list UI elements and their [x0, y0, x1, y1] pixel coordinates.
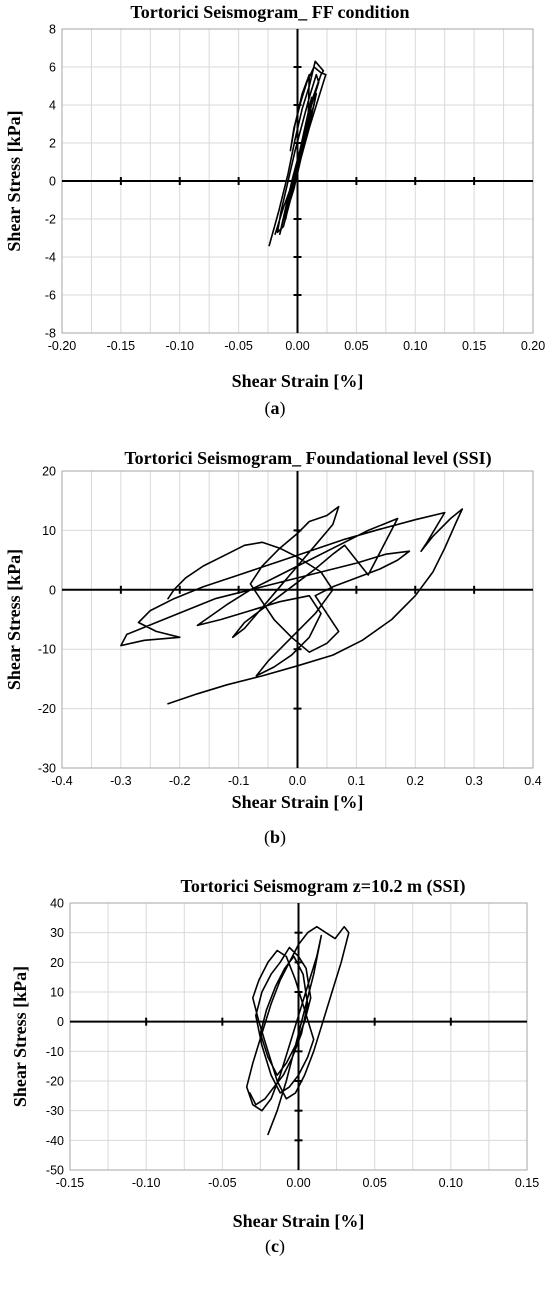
hysteresis-curve: [120, 505, 464, 705]
x-axis-title: Shear Strain [%]: [233, 1211, 365, 1231]
panel-caption: (a): [265, 398, 286, 419]
x-axis-title: Shear Strain [%]: [232, 792, 364, 812]
x-tick-label: 0.05: [344, 339, 368, 353]
x-tick-label: 0.05: [362, 1176, 386, 1190]
x-tick-label: 0.10: [403, 339, 427, 353]
y-tick-label: -10: [46, 1045, 64, 1059]
x-tick-label: -0.05: [208, 1176, 237, 1190]
panel-letter: c: [271, 1236, 279, 1256]
chart-c: -0.15 -0.10 -0.05 0.00 0.05 0.10 0.15 -50 -40 -30…: [10, 876, 539, 1257]
x-tick-label: -0.20: [48, 339, 77, 353]
y-tick-label: 8: [49, 23, 56, 37]
x-tick-label: 0.4: [524, 774, 541, 788]
x-tick-label: 0.20: [521, 339, 545, 353]
x-tick-label: -0.15: [56, 1176, 85, 1190]
x-tick-label: -0.3: [110, 774, 132, 788]
y-tick-label: -20: [46, 1075, 64, 1089]
x-tick-label: 0.10: [439, 1176, 463, 1190]
y-tick-label: -8: [45, 327, 56, 341]
x-tick-label: -0.1: [228, 774, 250, 788]
y-tick-label: 0: [57, 1015, 64, 1029]
hysteresis-curve: [245, 925, 350, 1136]
y-tick-label: 20: [42, 465, 56, 479]
x-tick-label: 0.00: [285, 339, 309, 353]
y-tick-label: 40: [50, 897, 64, 911]
panel-letter: a: [271, 398, 280, 418]
x-axis-title: Shear Strain [%]: [232, 371, 364, 391]
y-tick-label: 4: [49, 99, 56, 113]
x-tick-label: 0.15: [515, 1176, 539, 1190]
y-tick-label: -4: [45, 251, 56, 265]
y-axis-title: Shear Stress [kPa]: [4, 549, 24, 690]
chart-title: Tortorici Seismogram_ FF condition: [130, 2, 409, 22]
panel-caption: (c): [265, 1236, 285, 1257]
x-tick-label: 0.15: [462, 339, 486, 353]
x-tick-label: 0.2: [407, 774, 424, 788]
y-tick-label: -30: [46, 1104, 64, 1118]
x-tick-label: -0.4: [51, 774, 73, 788]
x-tick-label: -0.10: [166, 339, 195, 353]
x-tick-label: -0.2: [169, 774, 191, 788]
y-tick-label: 0: [49, 583, 56, 597]
y-tick-label: 10: [42, 524, 56, 538]
y-tick-label: 0: [49, 175, 56, 189]
hysteresis-curve: [268, 60, 327, 247]
panel-caption: (b): [264, 827, 286, 848]
y-axis-title: Shear Stress [kPa]: [4, 110, 24, 251]
y-tick-label: 2: [49, 137, 56, 151]
y-axis-title: Shear Stress [kPa]: [10, 966, 30, 1107]
y-tick-label: -20: [38, 702, 56, 716]
x-tick-label: -0.10: [132, 1176, 161, 1190]
x-tick-label: 0.3: [465, 774, 482, 788]
chart-title: Tortorici Seismogram z=10.2 m (SSI): [180, 876, 465, 897]
chart-b: -0.4 -0.3 -0.2 -0.1 0.0 0.1 0.2 0.3 0.4 -30 -20 -10…: [4, 448, 542, 848]
y-tick-label: 6: [49, 61, 56, 75]
y-tick-label: -40: [46, 1134, 64, 1148]
x-tick-label: 0.1: [348, 774, 365, 788]
y-tick-label: -2: [45, 213, 56, 227]
x-tick-label: 0.0: [289, 774, 306, 788]
y-tick-label: 30: [50, 926, 64, 940]
y-tick-label: -10: [38, 643, 56, 657]
chart-title: Tortorici Seismogram_ Foundational level…: [124, 448, 491, 469]
x-tick-label: -0.05: [224, 339, 253, 353]
y-tick-label: -6: [45, 289, 56, 303]
y-tick-label: -30: [38, 762, 56, 776]
y-tick-label: 20: [50, 956, 64, 970]
y-tick-label: -50: [46, 1164, 64, 1178]
chart-a: -0.20 -0.15 -0.10 -0.05 0.00 0.05 0.10 0.15 0.20…: [4, 2, 545, 419]
x-tick-label: -0.15: [107, 339, 136, 353]
panel-letter: b: [270, 827, 280, 847]
y-tick-label: 10: [50, 986, 64, 1000]
x-tick-label: 0.00: [286, 1176, 310, 1190]
